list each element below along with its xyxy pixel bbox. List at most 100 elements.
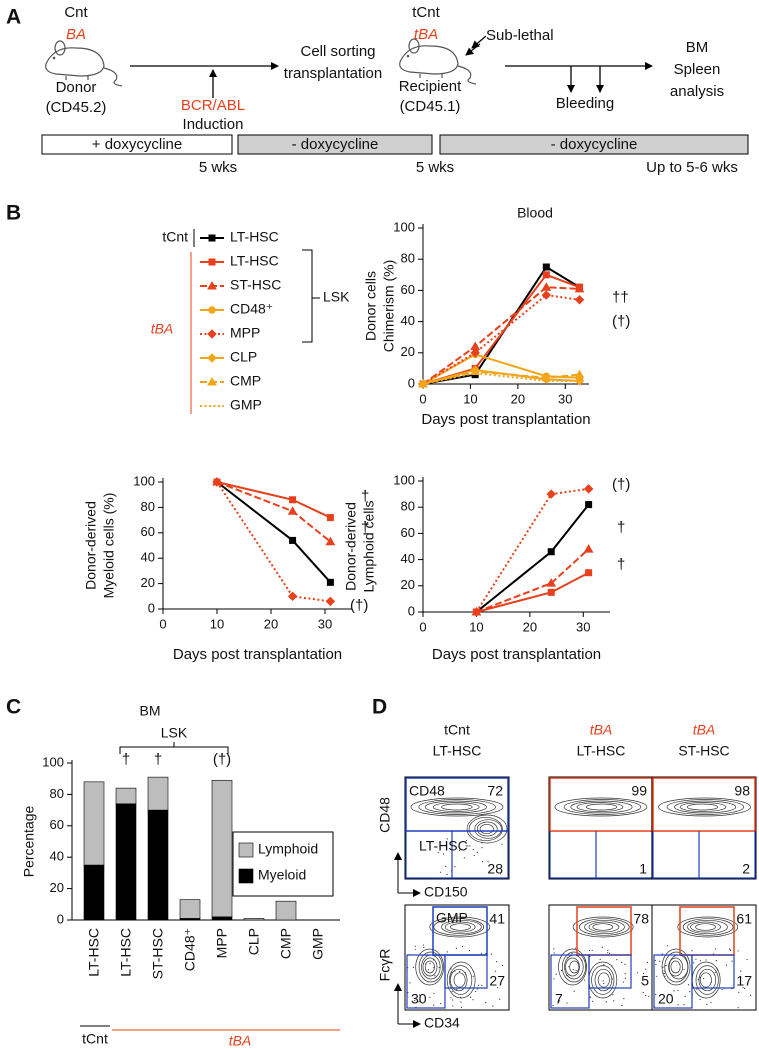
group-label: tCnt bbox=[82, 1031, 108, 1047]
event-dot bbox=[655, 963, 657, 966]
event-dot bbox=[687, 984, 690, 986]
event-dot bbox=[414, 999, 416, 1002]
column-header: LT-HSC bbox=[577, 743, 626, 759]
event-dot bbox=[494, 970, 497, 972]
gate-value: 1 bbox=[639, 861, 647, 877]
contour bbox=[687, 919, 728, 935]
contour bbox=[690, 921, 721, 933]
event-dot bbox=[463, 857, 465, 859]
contour bbox=[699, 972, 712, 988]
contour bbox=[658, 797, 751, 817]
event-dot bbox=[555, 973, 557, 975]
event-dot bbox=[409, 982, 411, 984]
y-tick-label: 0 bbox=[408, 603, 415, 618]
x-tick-label: 0 bbox=[419, 619, 426, 634]
event-dot bbox=[452, 999, 454, 1001]
event-dot bbox=[714, 948, 717, 950]
event-dot bbox=[571, 952, 573, 955]
annotation: † bbox=[617, 556, 625, 573]
event-dot bbox=[729, 949, 732, 951]
recipient-marker: (CD45.1) bbox=[400, 98, 461, 115]
mouse-icon bbox=[45, 47, 105, 77]
event-dot bbox=[469, 845, 471, 847]
gate bbox=[652, 777, 756, 832]
annotation: † bbox=[361, 519, 369, 536]
recipient-role: Recipient bbox=[399, 78, 462, 95]
bleeding-label: Bleeding bbox=[556, 95, 614, 112]
panel-label: D bbox=[372, 696, 387, 719]
event-dot bbox=[601, 946, 604, 948]
panel-label: A bbox=[6, 6, 21, 29]
data-point bbox=[287, 591, 298, 602]
contour bbox=[410, 797, 504, 817]
contour bbox=[661, 948, 691, 986]
bar-segment bbox=[147, 809, 169, 921]
y-tick-label: 20 bbox=[401, 577, 415, 592]
event-dot bbox=[588, 949, 591, 952]
bar-segment bbox=[115, 787, 137, 805]
event-dot bbox=[662, 966, 664, 968]
bar-segment bbox=[83, 781, 105, 866]
data-point bbox=[547, 548, 555, 556]
gate bbox=[588, 954, 632, 989]
contour bbox=[422, 957, 438, 977]
event-dot bbox=[422, 944, 425, 946]
event-dot bbox=[572, 968, 574, 971]
x-tick-label: CMP bbox=[278, 928, 294, 959]
analysis-label: BM bbox=[686, 39, 709, 56]
mouse-icon bbox=[457, 65, 477, 85]
transfer-label: Cell sorting bbox=[300, 43, 375, 60]
event-dot bbox=[559, 1000, 561, 1002]
annotation: † bbox=[361, 488, 369, 505]
event-dot bbox=[450, 997, 452, 999]
y-axis-label: Percentage bbox=[21, 805, 37, 877]
data-point bbox=[325, 596, 336, 607]
contour bbox=[677, 916, 739, 938]
event-dot bbox=[433, 992, 435, 994]
event-dot bbox=[446, 838, 448, 840]
y-tick-label: 0 bbox=[57, 911, 64, 926]
event-dot bbox=[553, 978, 555, 980]
contour bbox=[695, 965, 719, 995]
data-point bbox=[325, 536, 336, 546]
gate bbox=[444, 954, 488, 989]
contour bbox=[572, 916, 634, 938]
event-dot bbox=[553, 952, 555, 954]
x-tick-label: ST-HSC bbox=[150, 928, 166, 979]
event-dot bbox=[624, 963, 626, 965]
arrow bbox=[465, 43, 481, 56]
event-dot bbox=[715, 960, 717, 962]
event-dot bbox=[438, 966, 440, 969]
event-dot bbox=[437, 852, 439, 854]
mouse-icon bbox=[419, 74, 443, 78]
data-point bbox=[583, 484, 594, 494]
contour bbox=[418, 951, 443, 983]
data-point bbox=[574, 295, 585, 305]
series-line bbox=[216, 481, 331, 519]
event-dot bbox=[624, 973, 626, 975]
legend-label: CMP bbox=[230, 373, 261, 389]
data-point bbox=[547, 588, 555, 596]
event-dot bbox=[574, 947, 576, 949]
mouse-icon bbox=[54, 40, 66, 56]
plot-frame bbox=[404, 904, 510, 1011]
data-point bbox=[287, 506, 298, 515]
timeline-label: - doxycycline bbox=[551, 136, 638, 153]
mouse-icon bbox=[52, 56, 56, 60]
event-dot bbox=[468, 949, 471, 952]
contour bbox=[578, 918, 630, 936]
event-dot bbox=[592, 1000, 594, 1002]
y-tick-label: 60 bbox=[50, 817, 64, 832]
gate-value: 99 bbox=[631, 783, 647, 799]
series-line bbox=[422, 273, 580, 385]
contour bbox=[441, 919, 482, 935]
event-dot bbox=[749, 994, 752, 996]
event-dot bbox=[589, 996, 591, 998]
event-dot bbox=[608, 952, 611, 954]
event-dot bbox=[429, 996, 431, 998]
annotation: † bbox=[122, 751, 130, 768]
y-axis-label: Myeloid cells (%) bbox=[101, 493, 117, 599]
event-dot bbox=[714, 971, 717, 973]
event-dot bbox=[472, 999, 474, 1001]
x-tick-label: 30 bbox=[576, 619, 590, 634]
